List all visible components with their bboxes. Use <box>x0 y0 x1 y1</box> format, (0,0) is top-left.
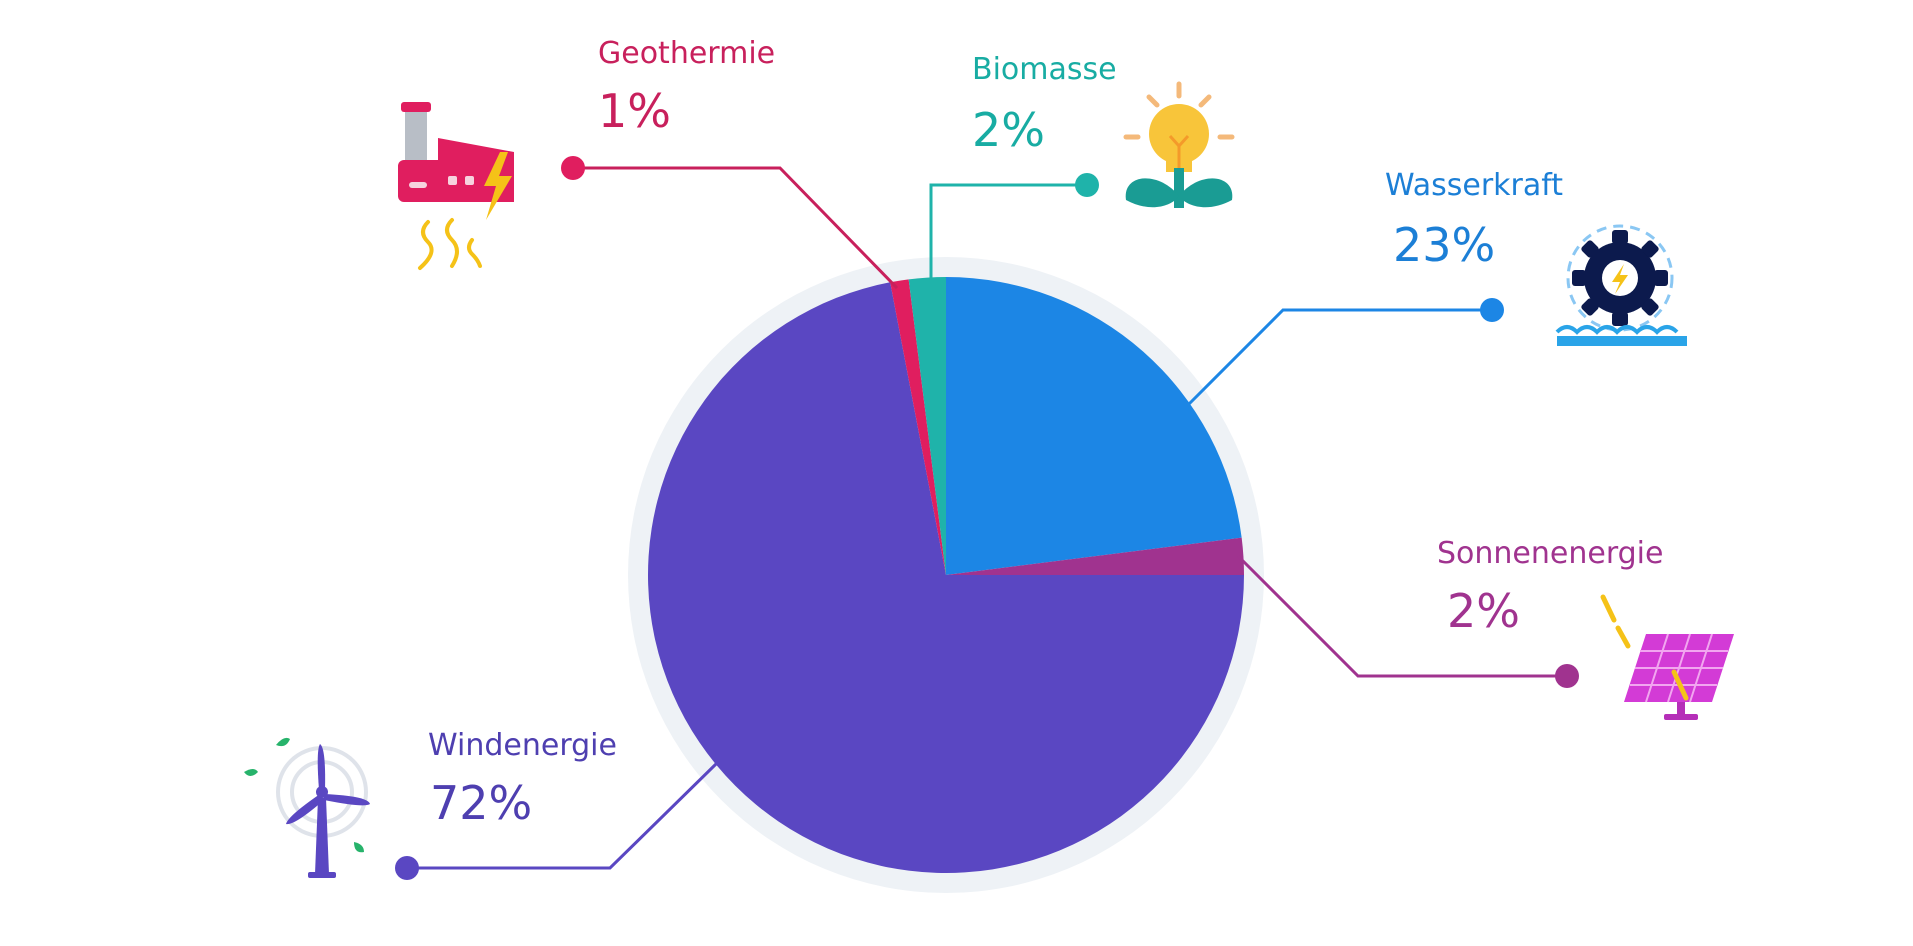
label-pct-wasserkraft: 23% <box>1393 218 1495 272</box>
plant-bulb-icon <box>1123 81 1235 208</box>
leader-dot-biomasse <box>1075 173 1099 197</box>
slice-wasserkraft[interactable] <box>946 277 1242 575</box>
label-pct-biomasse: 2% <box>972 103 1045 157</box>
slice-labels: Geothermie 1% Biomasse 2% Wasserkraft 23… <box>428 36 1663 830</box>
leader-line-sonnenenergie <box>1236 554 1567 678</box>
leader-dot-wasserkraft <box>1480 298 1504 322</box>
leader-dot-windenergie <box>395 856 419 880</box>
slice-biomasse[interactable] <box>908 277 946 575</box>
label-name-geothermie: Geothermie <box>598 36 775 71</box>
label-pct-sonnenenergie: 2% <box>1447 584 1520 638</box>
slice-sonnenenergie[interactable] <box>946 537 1244 575</box>
wind-turbine-icon <box>244 737 370 878</box>
leader-line-geothermie <box>573 166 899 290</box>
water-turbine-icon <box>1555 224 1687 346</box>
slice-windenergie[interactable] <box>648 282 1244 874</box>
leader-line-windenergie <box>407 762 718 870</box>
label-name-biomasse: Biomasse <box>972 52 1117 87</box>
leader-dot-sonnenenergie <box>1555 664 1579 688</box>
slice-geothermie[interactable] <box>890 279 946 575</box>
leader-line-biomasse <box>929 183 1087 280</box>
leader-dot-geothermie <box>561 156 585 180</box>
label-pct-geothermie: 1% <box>598 84 671 138</box>
leader-line-wasserkraft <box>1186 308 1492 407</box>
solar-panel-icon <box>1600 594 1734 720</box>
power-plant-icon <box>398 102 514 270</box>
label-name-sonnenenergie: Sonnenenergie <box>1437 536 1663 571</box>
label-name-windenergie: Windenergie <box>428 728 617 763</box>
leader-lines <box>395 156 1579 880</box>
label-pct-windenergie: 72% <box>430 776 532 830</box>
pie-slices <box>648 277 1244 874</box>
label-name-wasserkraft: Wasserkraft <box>1385 168 1563 203</box>
